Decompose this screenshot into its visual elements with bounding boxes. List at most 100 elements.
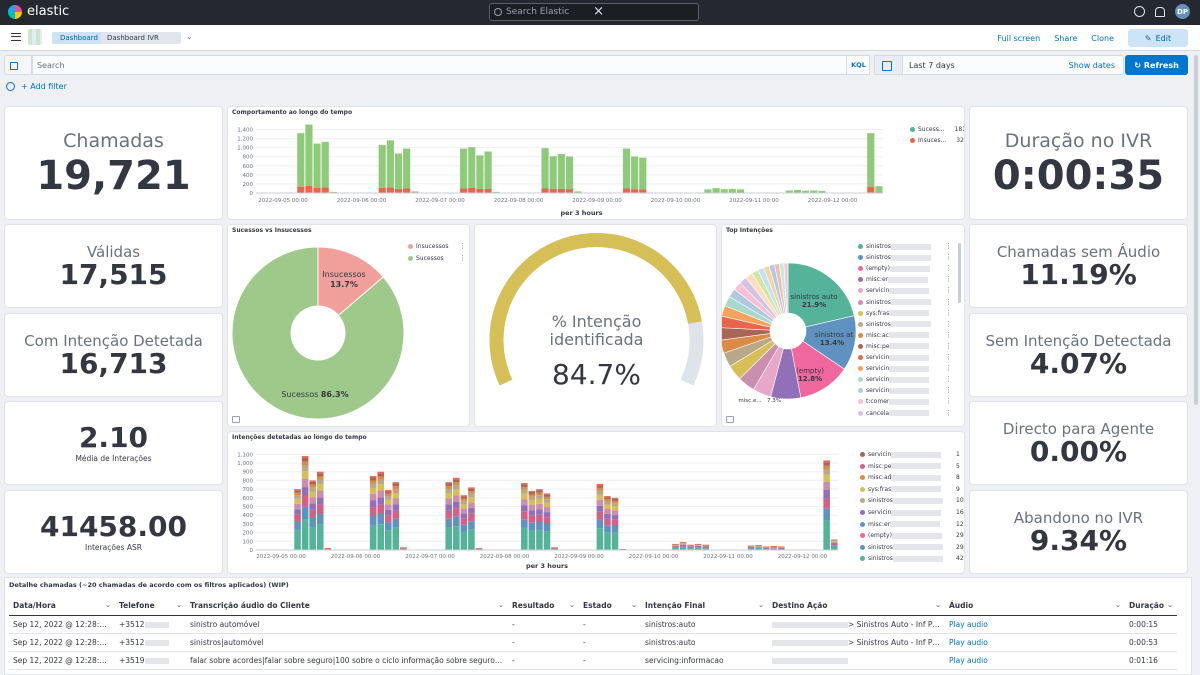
legend-toggle-icon[interactable] — [232, 416, 240, 423]
bar — [622, 188, 631, 193]
breadcrumb-dashboard[interactable]: Dashboard — [52, 32, 106, 44]
legend-options-icon[interactable]: ⋮ — [945, 364, 952, 373]
legend-item[interactable]: sys:fras 9 — [860, 486, 960, 493]
sort-icon[interactable]: ⌄ — [1167, 601, 1173, 609]
legend-options-icon[interactable]: ⋮ — [945, 264, 952, 273]
legend-options-icon[interactable]: ⋮ — [945, 353, 952, 361]
sort-icon[interactable]: ⌄ — [569, 601, 575, 609]
legend-item[interactable]: servicin — [858, 287, 930, 294]
notifications-icon[interactable] — [1155, 6, 1165, 17]
user-avatar[interactable]: DP — [1175, 4, 1190, 19]
col-intencao-final[interactable]: Intenção Final ⌄ — [641, 597, 768, 616]
legend-options-icon[interactable]: ⋮ — [945, 297, 952, 306]
sort-icon[interactable]: ⌄ — [631, 601, 637, 609]
legend-item[interactable]: misc:ad 8 — [860, 474, 960, 481]
col-resultado[interactable]: Resultado ⌄ — [508, 597, 579, 616]
legend-item[interactable]: t:comer — [858, 398, 930, 405]
legend-options-icon[interactable]: ⋮ — [945, 242, 952, 250]
sort-icon[interactable]: ⌄ — [758, 601, 764, 609]
legend-insucessos[interactable]: Insuces... 32 — [910, 137, 964, 144]
legend-item[interactable]: sinistros 29 — [860, 544, 964, 551]
legend-scrollbar[interactable] — [958, 243, 961, 303]
global-search-input[interactable]: Search Elastic × — [489, 3, 699, 21]
legend-item[interactable]: servicin 1 — [860, 451, 960, 458]
legend-item[interactable]: misc:er 12 — [860, 521, 964, 528]
legend-item[interactable]: sinistros 10 — [860, 497, 964, 504]
col-telefone[interactable]: Telefone ⌄ — [115, 597, 186, 616]
legend-item[interactable]: misc:pe — [858, 343, 930, 350]
saved-query-button[interactable] — [4, 55, 32, 75]
legend-options-icon[interactable]: ⋮ — [945, 386, 952, 395]
filter-icon[interactable] — [6, 82, 15, 91]
cell-audio[interactable]: Play audio — [945, 615, 1125, 634]
legend-item[interactable]: misc:ac — [858, 332, 929, 339]
legend-item[interactable]: sinistros 42 — [860, 555, 964, 562]
legend-sucessos[interactable]: Sucessos — [408, 255, 444, 262]
legend-item[interactable]: sinistros — [858, 321, 931, 328]
legend-options-icon[interactable]: ⋮ — [945, 275, 952, 284]
elastic-logo[interactable]: elastic — [8, 4, 69, 19]
legend-item[interactable]: misc:pe 5 — [860, 463, 960, 470]
add-filter-link[interactable]: + Add filter — [21, 82, 67, 91]
legend-options-icon[interactable]: ⋮ — [945, 308, 952, 317]
query-search-input[interactable]: Search — [32, 55, 870, 75]
legend-options-icon[interactable]: ⋮ — [945, 397, 952, 406]
legend-options-icon[interactable]: ⋮ — [945, 341, 952, 350]
col-duracao[interactable]: Duração ⌄ — [1125, 597, 1177, 616]
kql-toggle[interactable]: KQL — [846, 55, 870, 75]
x-axis-label: per 3 hours — [526, 562, 568, 570]
page-scrollbar[interactable] — [1194, 55, 1198, 405]
legend-item[interactable]: cancela — [858, 410, 930, 417]
legend-options-icon[interactable]: ⋮ — [945, 253, 952, 262]
sort-icon[interactable]: ⌄ — [935, 601, 941, 609]
legend-item[interactable]: (empty) — [858, 265, 930, 272]
col-transcricao[interactable]: Transcrição áudio do Cliente ⌄ — [186, 597, 508, 616]
sort-icon[interactable]: ⌄ — [1115, 601, 1121, 609]
legend-options-icon[interactable]: ⋮ — [459, 254, 466, 262]
time-range-label[interactable]: Last 7 days — [909, 61, 955, 70]
refresh-button[interactable]: ↻ Refresh — [1125, 55, 1188, 75]
cell-audio[interactable]: Play audio — [945, 651, 1125, 670]
sort-icon[interactable]: ⌄ — [498, 601, 504, 609]
legend-item[interactable]: (empty) 29 — [860, 532, 964, 539]
legend-options-icon[interactable]: ⋮ — [945, 286, 952, 295]
legend-item[interactable]: sinistros — [858, 299, 931, 306]
col-audio[interactable]: Áudio ⌄ — [945, 597, 1125, 616]
legend-options-icon[interactable]: ⋮ — [459, 242, 466, 250]
share-link[interactable]: Share — [1054, 33, 1078, 43]
edit-button[interactable]: ✎ Edit — [1128, 29, 1188, 47]
clone-link[interactable]: Clone — [1091, 33, 1114, 43]
close-icon[interactable]: × — [593, 4, 604, 19]
legend-options-icon[interactable]: ⋮ — [945, 408, 952, 417]
chevron-down-icon[interactable]: ⌄ — [186, 32, 193, 41]
col-data-hora[interactable]: Data/Hora ⌄ — [9, 597, 115, 616]
legend-item[interactable]: servicin 16 — [860, 509, 964, 516]
bar-segment — [377, 514, 384, 525]
legend-item[interactable]: servicin — [858, 387, 930, 394]
legend-item[interactable]: misc:er — [858, 276, 929, 283]
help-icon[interactable] — [1134, 6, 1145, 17]
col-destino-acao[interactable]: Destino Ação ⌄ — [768, 597, 945, 616]
space-avatar[interactable] — [28, 29, 42, 45]
legend-item[interactable]: sinistros — [858, 254, 931, 261]
legend-insucessos[interactable]: Insucessos — [408, 243, 449, 250]
show-dates-link[interactable]: Show dates — [1068, 61, 1115, 70]
col-estado[interactable]: Estado ⌄ — [579, 597, 641, 616]
legend-item[interactable]: servicin — [858, 365, 930, 372]
full-screen-link[interactable]: Full screen — [997, 33, 1041, 43]
date-picker[interactable]: Last 7 days Show dates — [874, 55, 1124, 75]
legend-options-icon[interactable]: ⋮ — [945, 319, 952, 328]
cell-audio[interactable]: Play audio — [945, 633, 1125, 652]
legend-item[interactable]: servicin — [858, 354, 930, 361]
legend-item[interactable]: sinistros — [858, 243, 931, 250]
sort-icon[interactable]: ⌄ — [176, 601, 182, 609]
legend-sucessos[interactable]: Sucess... 181 — [910, 126, 964, 133]
legend-options-icon[interactable]: ⋮ — [945, 330, 952, 339]
menu-icon[interactable] — [11, 33, 21, 41]
calendar-icon[interactable] — [875, 56, 903, 74]
sort-icon[interactable]: ⌄ — [105, 601, 111, 609]
legend-item[interactable]: sys:fras — [858, 310, 930, 317]
legend-toggle-icon[interactable] — [726, 416, 734, 423]
legend-item[interactable]: servicin — [858, 376, 930, 383]
legend-options-icon[interactable]: ⋮ — [945, 375, 952, 384]
